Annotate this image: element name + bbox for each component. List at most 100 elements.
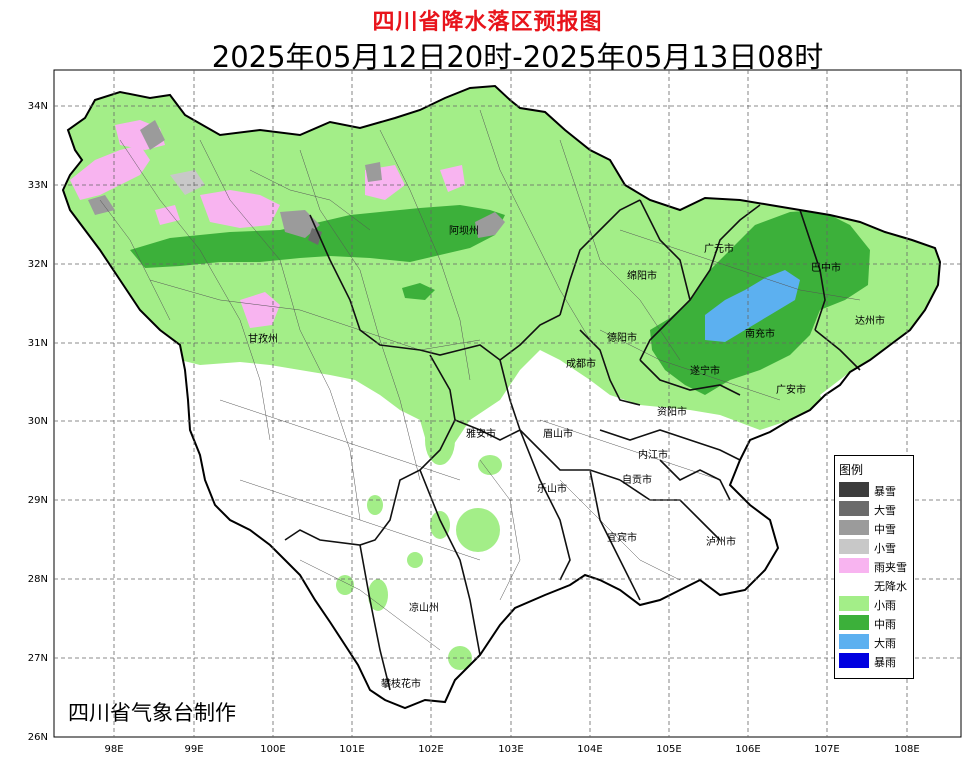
legend-item: 中雨: [839, 614, 911, 631]
heavy-rain-area: [705, 270, 800, 342]
snow-area: [280, 210, 320, 238]
legend-swatch: [839, 501, 869, 516]
lon-label: 104E: [577, 744, 602, 755]
county-boundaries: [99, 109, 861, 651]
legend-label: 大雪: [874, 504, 896, 517]
sleet-area: [240, 292, 280, 328]
lat-label: 34N: [28, 101, 48, 112]
city-label: 南充市: [745, 327, 775, 340]
longitude-labels: 98E 99E 100E 101E 102E 103E 104E 105E 10…: [104, 744, 919, 755]
legend-label: 大雨: [874, 637, 896, 650]
lat-label: 27N: [28, 653, 48, 664]
city-label: 雅安市: [466, 427, 496, 440]
city-label: 巴中市: [811, 261, 841, 274]
legend-item: 大雨: [839, 633, 911, 650]
city-label: 遂宁市: [690, 364, 720, 377]
lat-label: 30N: [28, 416, 48, 427]
lat-label: 31N: [28, 338, 48, 349]
legend-title: 图例: [839, 463, 864, 477]
city-label: 宜宾市: [607, 531, 637, 544]
lon-label: 107E: [814, 744, 839, 755]
sleet-area: [200, 190, 280, 228]
light-rain-patch: [368, 579, 388, 611]
lon-label: 103E: [498, 744, 523, 755]
city-label: 攀枝花市: [381, 677, 421, 690]
legend-label: 中雨: [874, 618, 896, 631]
legend-swatch: [839, 615, 869, 630]
lon-label: 102E: [418, 744, 443, 755]
lon-label: 101E: [339, 744, 364, 755]
city-label: 甘孜州: [248, 332, 278, 345]
city-label: 凉山州: [409, 601, 439, 614]
graticule: [54, 70, 961, 737]
light-rain-patch: [407, 552, 423, 568]
lat-label: 26N: [28, 732, 48, 743]
legend-item: 雨夹雪: [839, 557, 911, 574]
lat-label: 28N: [28, 574, 48, 585]
legend-swatch: [839, 558, 869, 573]
sleet-area: [155, 205, 180, 225]
legend-swatch: [839, 520, 869, 535]
light-rain-patch: [478, 455, 502, 475]
legend-item: 无降水: [839, 576, 911, 593]
legend-swatch: [839, 596, 869, 611]
city-label: 绵阳市: [627, 269, 657, 282]
city-label: 达州市: [855, 314, 885, 327]
legend-label: 中雪: [874, 523, 896, 536]
legend-swatch: [839, 577, 869, 592]
lon-label: 99E: [184, 744, 203, 755]
moderate-rain-band: [402, 283, 435, 300]
credit-text: 四川省气象台制作: [68, 701, 236, 725]
legend-label: 小雪: [874, 542, 896, 555]
legend-label: 雨夹雪: [874, 561, 907, 574]
sleet-area: [70, 145, 150, 200]
snow-area: [170, 170, 205, 195]
lon-label: 106E: [735, 744, 760, 755]
snow-area: [475, 212, 505, 238]
light-rain-patch: [336, 575, 354, 595]
legend-label: 无降水: [874, 580, 907, 593]
light-rain-patch: [425, 415, 455, 465]
lat-label: 29N: [28, 495, 48, 506]
city-label: 眉山市: [543, 427, 573, 440]
snow-area: [88, 195, 115, 215]
legend-item: 大雪: [839, 500, 911, 517]
legend-item: 暴雪: [839, 481, 911, 498]
latitude-labels: 34N 33N 32N 31N 30N 29N 28N 27N 26N: [28, 101, 48, 743]
snow-area: [365, 162, 382, 182]
city-label: 广元市: [704, 242, 734, 255]
lon-label: 98E: [104, 744, 123, 755]
legend-item: 中雪: [839, 519, 911, 536]
city-label: 成都市: [566, 357, 596, 370]
map-title: 四川省降水落区预报图: [372, 10, 603, 35]
city-labels: 阿坝州 甘孜州 绵阳市 广元市 巴中市 达州市 德阳市 南充市 成都市 遂宁市 …: [248, 225, 885, 690]
legend-label: 暴雪: [874, 485, 896, 498]
city-label: 广安市: [776, 383, 806, 396]
lon-label: 105E: [656, 744, 681, 755]
lon-label: 108E: [894, 744, 919, 755]
lon-label: 100E: [260, 744, 285, 755]
legend-item: 小雪: [839, 538, 911, 555]
legend-item: 小雨: [839, 595, 911, 612]
city-label: 乐山市: [537, 482, 567, 495]
lat-label: 32N: [28, 259, 48, 270]
legend-item: 暴雨: [839, 652, 911, 669]
forecast-period: 2025年05月12日20时-2025年05月13日08时: [211, 40, 824, 74]
legend-swatch: [839, 482, 869, 497]
legend-label: 暴雨: [874, 656, 896, 669]
city-label: 泸州市: [706, 535, 736, 548]
city-label: 自贡市: [622, 473, 652, 486]
legend-swatch: [839, 653, 869, 668]
legend-label: 小雨: [874, 599, 896, 612]
light-rain-patch: [456, 508, 500, 552]
city-label: 资阳市: [657, 405, 687, 418]
city-label: 内江市: [638, 448, 668, 461]
legend: 图例 暴雪 大雪 中雪 小雪 雨夹雪 无降水 小雨 中雨 大雨 暴雨: [834, 455, 914, 679]
legend-swatch: [839, 634, 869, 649]
light-rain-patch: [430, 511, 450, 539]
city-label: 德阳市: [607, 331, 637, 344]
light-rain-patch: [367, 495, 383, 515]
city-label: 阿坝州: [449, 225, 479, 237]
snow-area: [140, 120, 165, 150]
